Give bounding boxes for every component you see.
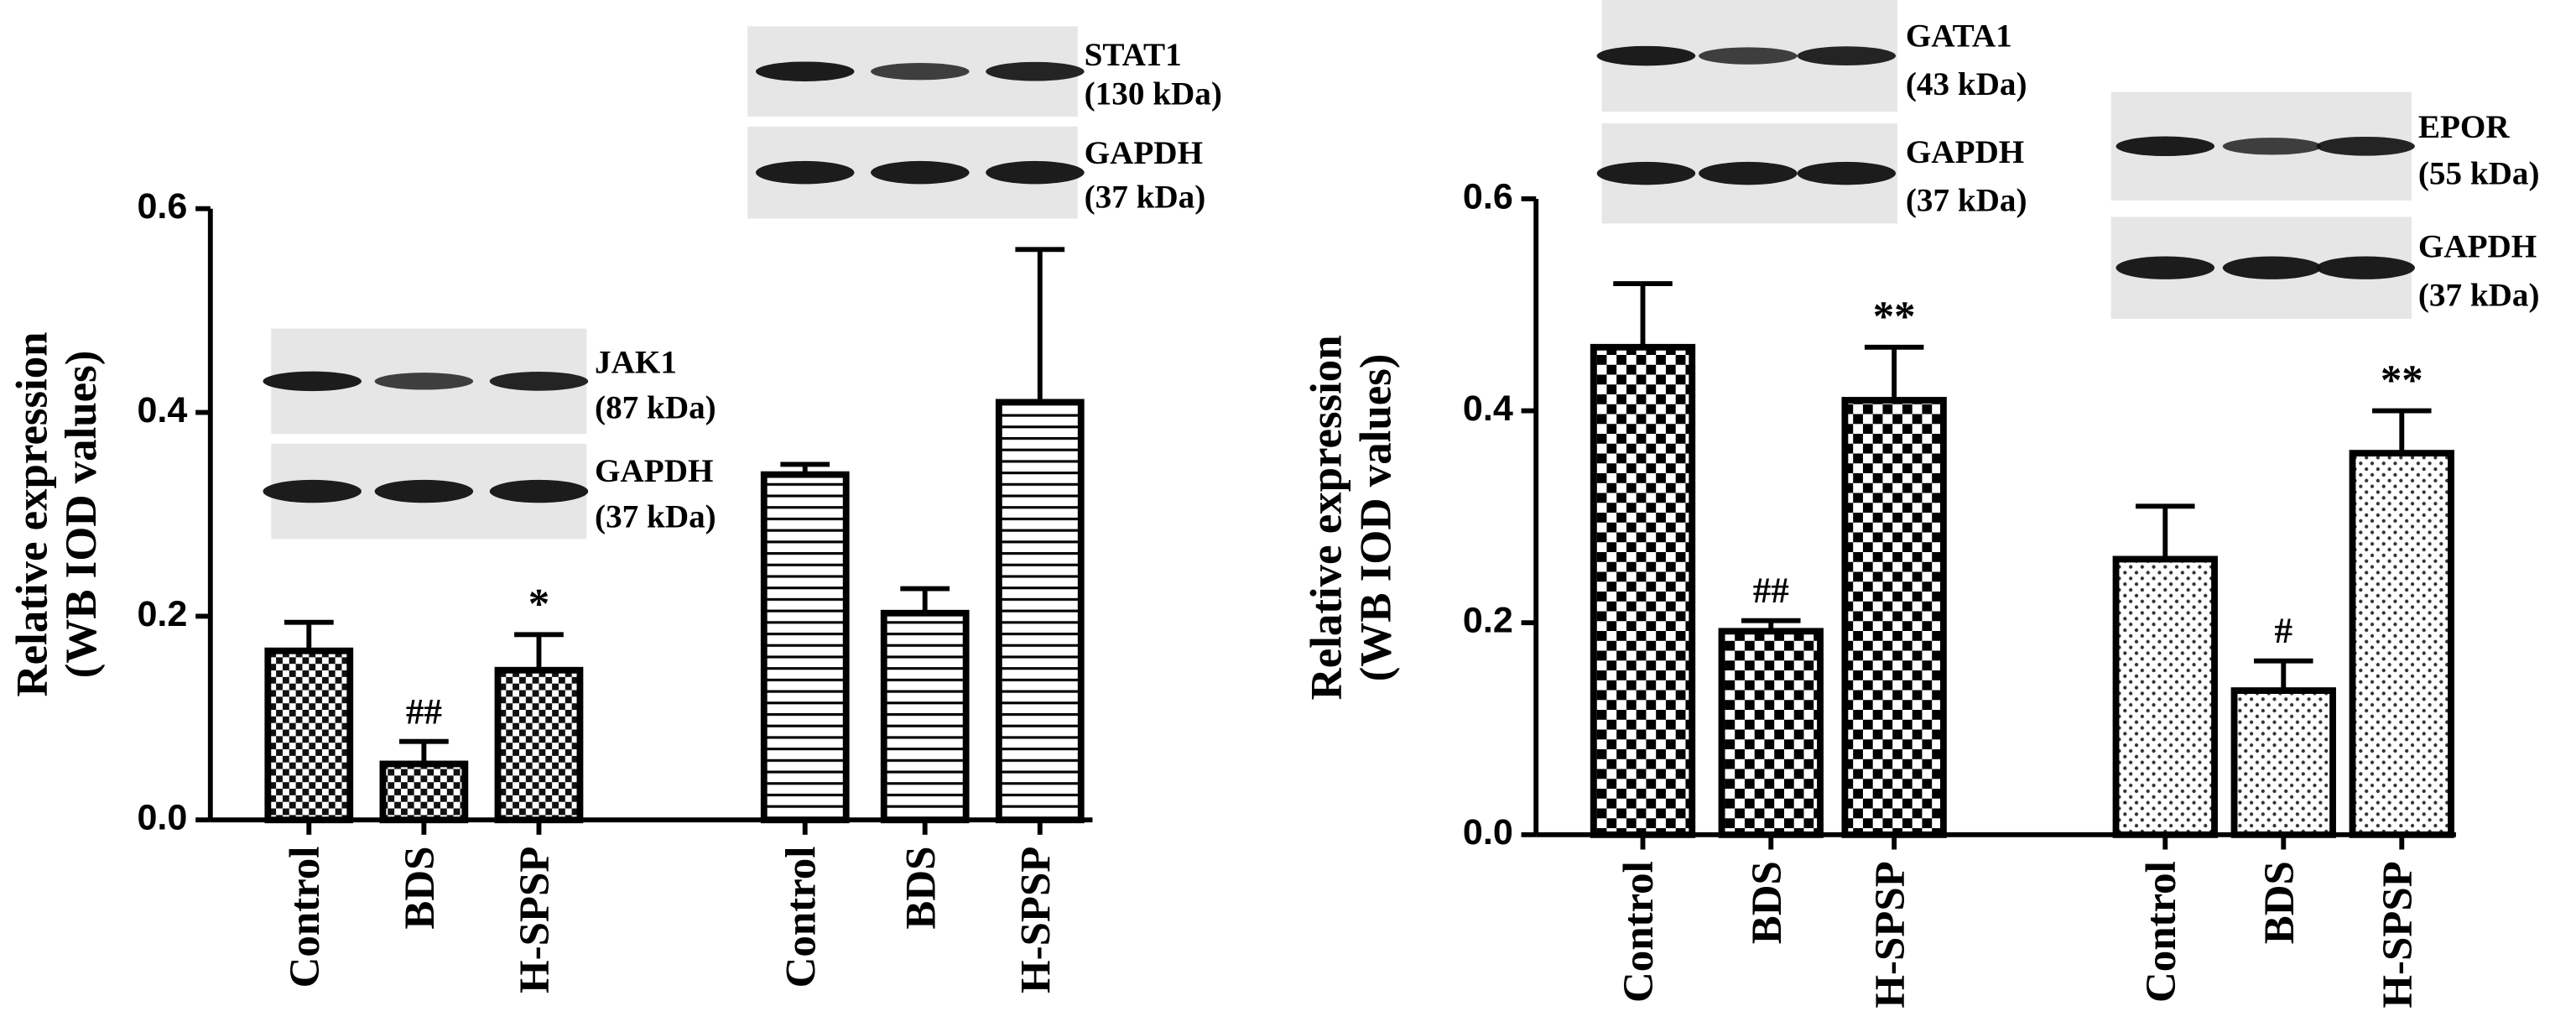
bar — [995, 399, 1085, 824]
blot-band — [489, 479, 589, 503]
blot-label: JAK1 — [595, 345, 677, 381]
x-tick-label: H-SPSP — [512, 847, 559, 993]
y-axis-title: (WB IOD values) — [1351, 354, 1400, 682]
significance-mark: * — [528, 581, 549, 628]
blot-label: (87 kDa) — [595, 389, 716, 425]
blot-band — [2222, 256, 2322, 279]
y-tick-label: 0.2 — [1463, 601, 1513, 641]
bar — [1718, 628, 1824, 838]
blot-band — [1797, 46, 1897, 65]
x-tick-label: BDS — [1744, 861, 1791, 944]
blot-band — [263, 479, 362, 503]
y-tick-label: 0.6 — [137, 186, 187, 227]
y-tick-label: 0.4 — [1463, 388, 1513, 429]
x-tick-label: BDS — [2256, 861, 2303, 944]
x-tick-label: Control — [2138, 861, 2185, 1003]
blot-band — [986, 61, 1085, 81]
x-tick-label: Control — [1616, 861, 1663, 1003]
blot-label: (37 kDa) — [1906, 182, 2027, 218]
blot-band — [2316, 136, 2415, 156]
blot-band — [871, 63, 970, 81]
blot-label: GAPDH — [1906, 134, 2024, 170]
blot-label: GAPDH — [1085, 135, 1203, 171]
bar — [379, 760, 469, 824]
bar — [2112, 555, 2218, 838]
blot-band — [871, 160, 970, 185]
y-tick-label: 0.4 — [137, 390, 187, 430]
blot-band — [755, 160, 855, 185]
x-tick-label: Control — [282, 847, 329, 988]
y-tick-label: 0.0 — [1463, 812, 1513, 852]
x-tick-label: H-SPSP — [1012, 847, 1059, 993]
significance-mark: ## — [1753, 571, 1789, 611]
x-tick-label: H-SPSP — [2375, 861, 2422, 1008]
blot-label: (43 kDa) — [1906, 66, 2027, 102]
blot-band — [1797, 161, 1897, 185]
blot-label: STAT1 — [1085, 37, 1182, 73]
bar — [880, 609, 970, 824]
significance-mark: ## — [406, 692, 442, 732]
y-tick-label: 0.2 — [137, 594, 187, 634]
blot-band — [1596, 161, 1696, 185]
x-tick-label: BDS — [397, 847, 444, 930]
blot-label: GAPDH — [595, 453, 713, 489]
significance-mark: ** — [1873, 294, 1916, 341]
blot-band — [489, 371, 589, 391]
y-axis-title: Relative expression — [1303, 335, 1351, 700]
blot-band — [374, 373, 474, 390]
blot-band — [2115, 256, 2215, 279]
blot-band — [1699, 47, 1798, 65]
blot-label: (55 kDa) — [2418, 155, 2540, 191]
significance-mark: ** — [2381, 357, 2423, 404]
blot-band — [755, 61, 855, 81]
y-axis-title: (WB IOD values) — [57, 351, 106, 679]
blot-band — [263, 371, 362, 392]
y-tick-label: 0.0 — [137, 798, 187, 838]
bar — [1590, 343, 1696, 838]
blot-label: GAPDH — [2418, 228, 2537, 264]
bar — [2349, 450, 2454, 838]
blot-band — [986, 160, 1085, 185]
y-axis-title: Relative expression — [8, 331, 56, 696]
blot-band — [2115, 136, 2215, 157]
y-tick-label: 0.6 — [1463, 176, 1513, 216]
blot-band — [1699, 161, 1798, 185]
bar — [264, 647, 354, 824]
blot-label: (37 kDa) — [2418, 278, 2540, 314]
x-tick-label: Control — [778, 847, 825, 988]
x-tick-label: H-SPSP — [1867, 861, 1914, 1008]
bar — [760, 471, 850, 824]
blot-band — [2222, 138, 2322, 155]
bar — [1841, 397, 1947, 838]
blot-label: (37 kDa) — [1085, 180, 1206, 216]
blot-label: EPOR — [2418, 109, 2510, 145]
blot-label: (37 kDa) — [595, 499, 716, 535]
bar — [2230, 687, 2336, 838]
blot-band — [2316, 256, 2415, 279]
significance-mark: # — [2275, 612, 2293, 651]
bar — [494, 666, 584, 824]
blot-band — [1596, 45, 1696, 66]
blot-band — [374, 479, 474, 503]
blot-label: GATA1 — [1906, 18, 2012, 55]
blot-label: (130 kDa) — [1085, 76, 1222, 112]
x-tick-label: BDS — [898, 847, 945, 930]
